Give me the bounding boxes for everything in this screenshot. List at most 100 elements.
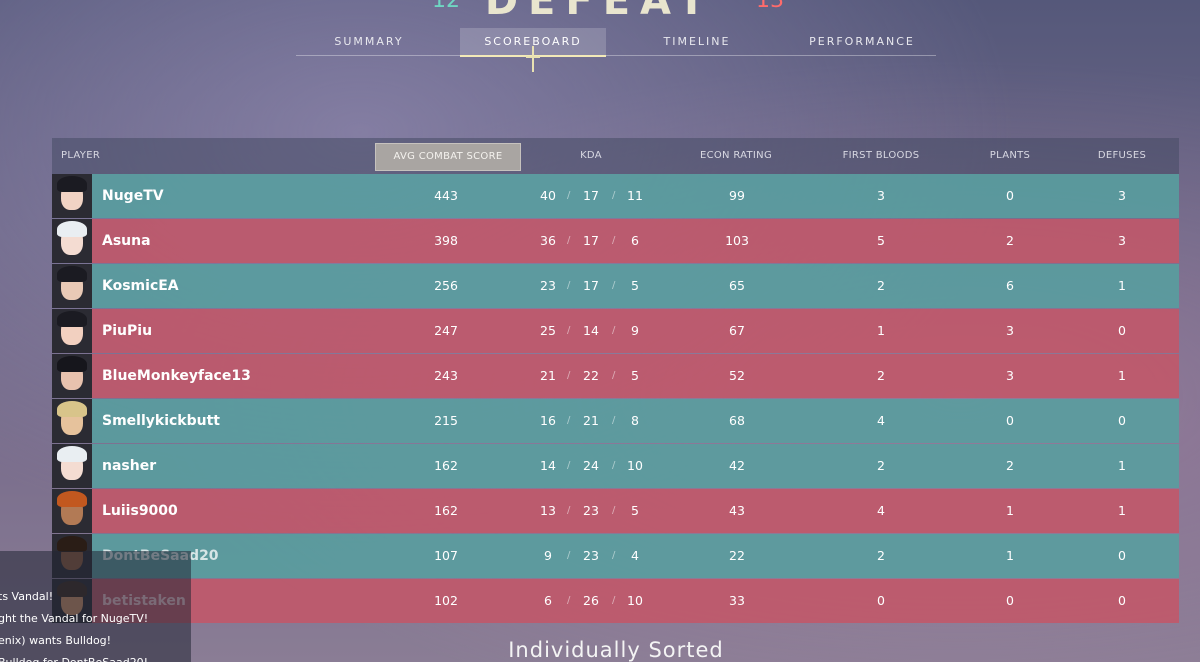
assists-value: 5 [631,368,639,383]
player-name[interactable]: Smellykickbutt [102,413,220,429]
first-bloods-value: 2 [877,368,885,383]
player-row[interactable]: KosmicEA 256 23 / 17 / 5 65 2 6 1 [52,264,1179,308]
kda-separator: / [612,595,616,606]
tab-scoreboard[interactable]: SCOREBOARD [460,28,606,57]
player-name[interactable]: nasher [102,458,157,474]
deaths-value: 17 [583,188,599,203]
kda-separator: / [567,505,571,516]
scoreboard-table: PLAYER AVG COMBAT SCORE KDA ECON RATING … [52,138,1179,624]
player-row[interactable]: Asuna 398 36 / 17 / 6 103 5 2 3 [52,219,1179,263]
defuses-value: 1 [1118,503,1126,518]
column-econ[interactable]: ECON RATING [699,150,773,161]
acs-value: 215 [434,413,458,428]
chat-line: enix) wants Bulldog! [0,634,112,647]
agent-avatar [52,174,92,218]
kda-separator: / [567,550,571,561]
acs-value: 398 [434,233,458,248]
chat-line: ts Vandal! [0,590,54,603]
acs-value: 162 [434,458,458,473]
defuses-value: 0 [1118,593,1126,608]
kda-separator: / [567,370,571,381]
player-name[interactable]: PiuPiu [102,323,153,339]
deaths-value: 21 [583,413,599,428]
plants-value: 3 [1006,368,1014,383]
agent-hair-icon [57,356,87,372]
active-tab-marker-icon [526,46,540,72]
column-acs-sorted[interactable]: AVG COMBAT SCORE [375,143,521,171]
column-plants[interactable]: PLANTS [989,150,1031,161]
first-bloods-value: 0 [877,593,885,608]
tab-timeline[interactable]: TIMELINE [663,35,731,48]
first-bloods-value: 3 [877,188,885,203]
acs-value: 443 [434,188,458,203]
player-name[interactable]: Luiis9000 [102,503,178,519]
deaths-value: 14 [583,323,599,338]
player-row[interactable]: BlueMonkeyface13 243 21 / 22 / 5 52 2 3 1 [52,354,1179,398]
tab-performance[interactable]: PERFORMANCE [809,35,915,48]
agent-hair-icon [57,221,87,237]
tab-summary[interactable]: SUMMARY [334,35,404,48]
column-kda[interactable]: KDA [580,150,602,161]
kills-value: 36 [540,233,556,248]
first-bloods-value: 5 [877,233,885,248]
kda-separator: / [567,415,571,426]
acs-value: 162 [434,503,458,518]
chat-line: Bulldog for DontBeSaad20! [0,652,148,662]
assists-value: 9 [631,323,639,338]
agent-hair-icon [57,401,87,417]
agent-hair-icon [57,176,87,192]
player-row[interactable]: Smellykickbutt 215 16 / 21 / 8 68 4 0 0 [52,399,1179,443]
assists-value: 6 [631,233,639,248]
column-defuses[interactable]: DEFUSES [1097,150,1147,161]
kda-separator: / [567,190,571,201]
plants-value: 1 [1006,503,1014,518]
assists-value: 5 [631,278,639,293]
defuses-value: 1 [1118,458,1126,473]
agent-avatar [52,309,92,353]
kda-separator: / [612,280,616,291]
agent-hair-icon [57,446,87,462]
econ-value: 99 [729,188,745,203]
kills-value: 23 [540,278,556,293]
kills-value: 13 [540,503,556,518]
player-row[interactable]: nasher 162 14 / 24 / 10 42 2 2 1 [52,444,1179,488]
kda-separator: / [612,370,616,381]
sort-mode-label: Individually Sorted [508,638,724,662]
column-first-bloods[interactable]: FIRST BLOODS [842,150,920,161]
kills-value: 16 [540,413,556,428]
first-bloods-value: 2 [877,278,885,293]
player-name[interactable]: NugeTV [102,188,164,204]
player-row[interactable]: NugeTV 443 40 / 17 / 11 99 3 0 3 [52,174,1179,218]
agent-hair-icon [57,311,87,327]
kda-separator: / [567,460,571,471]
assists-value: 10 [627,593,643,608]
deaths-value: 23 [583,503,599,518]
first-bloods-value: 2 [877,458,885,473]
defuses-value: 1 [1118,278,1126,293]
player-name[interactable]: BlueMonkeyface13 [102,368,251,384]
kda-separator: / [612,415,616,426]
player-name[interactable]: Asuna [102,233,151,249]
kills-value: 40 [540,188,556,203]
player-row[interactable]: PiuPiu 247 25 / 14 / 9 67 1 3 0 [52,309,1179,353]
column-player[interactable]: PLAYER [61,150,101,161]
econ-value: 67 [729,323,745,338]
first-bloods-value: 1 [877,323,885,338]
assists-value: 10 [627,458,643,473]
scoreboard-header: PLAYER AVG COMBAT SCORE KDA ECON RATING … [52,138,1179,174]
scoreboard-rows: NugeTV 443 40/17/11 99 3 0 3 Asuna 398 36/17/6 103… [52,174,1179,623]
econ-value: 22 [729,548,745,563]
plants-value: 2 [1006,233,1014,248]
plants-value: 0 [1006,188,1014,203]
agent-avatar [52,444,92,488]
result-title-text: DEFEAT [484,0,716,24]
first-bloods-value: 2 [877,548,885,563]
acs-value: 107 [434,548,458,563]
first-bloods-value: 4 [877,503,885,518]
player-row[interactable]: Luiis9000 162 13 / 23 / 5 43 4 1 1 [52,489,1179,533]
chat-panel: ts Vandal! ght the Vandal for NugeTV! en… [0,551,191,662]
player-name[interactable]: KosmicEA [102,278,179,294]
kills-value: 21 [540,368,556,383]
